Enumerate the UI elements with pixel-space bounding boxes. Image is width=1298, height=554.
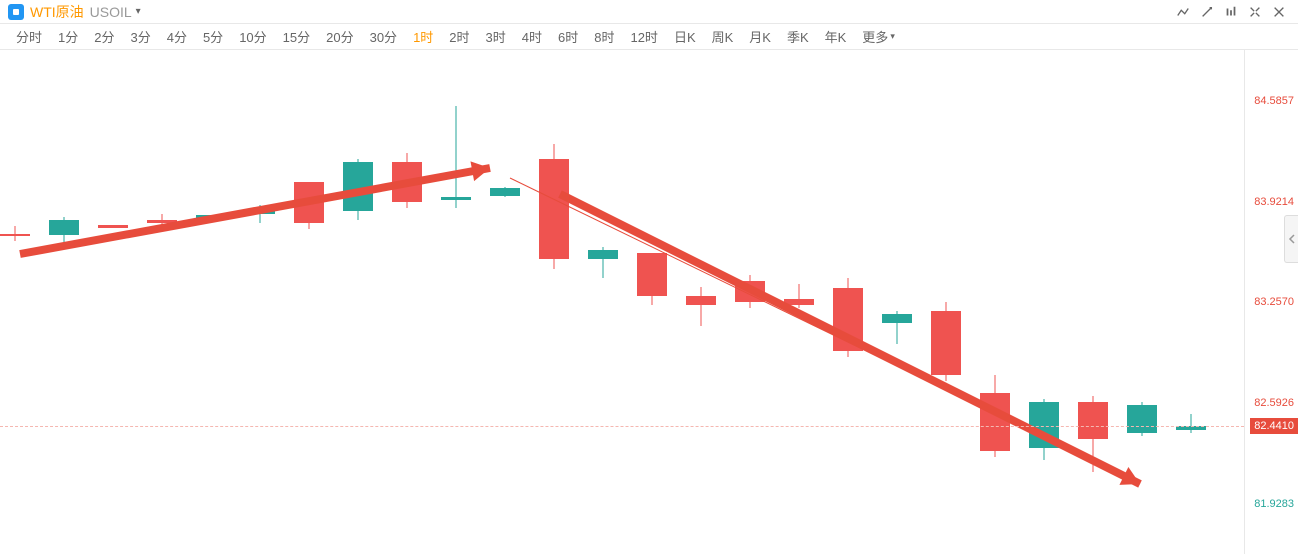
logo-icon [8,4,24,20]
symbol-dropdown-icon[interactable]: ▾ [136,6,141,17]
timeframe-bar: 分时1分2分3分4分5分10分15分20分30分1时2时3时4时6时8时12时日… [0,24,1298,50]
price-axis-label: 82.5926 [1254,397,1294,409]
candle [0,50,30,554]
price-axis-label: 83.9214 [1254,196,1294,208]
timeframe-4分[interactable]: 4分 [159,25,195,48]
candle [343,50,373,554]
chart-area[interactable] [0,50,1244,554]
timeframe-3分[interactable]: 3分 [122,25,158,48]
timeframe-20分[interactable]: 20分 [318,25,361,48]
candle [735,50,765,554]
expand-panel-icon[interactable] [1284,215,1298,263]
symbol-code: USOIL [90,4,132,20]
timeframe-2时[interactable]: 2时 [441,25,477,48]
price-axis-label: 84.5857 [1254,95,1294,107]
candle [49,50,79,554]
chart-header: WTI原油 USOIL ▾ [0,0,1298,24]
timeframe-12时[interactable]: 12时 [622,25,665,48]
candle [1078,50,1108,554]
candle [882,50,912,554]
candle [441,50,471,554]
candle [833,50,863,554]
timeframe-8时[interactable]: 8时 [586,25,622,48]
candle [1176,50,1206,554]
candle [588,50,618,554]
timeframe-月K[interactable]: 月K [741,25,779,48]
candle [539,50,569,554]
indicator-icon[interactable] [1172,2,1194,22]
candle [98,50,128,554]
price-axis[interactable]: 84.5857 83.9214 83.2570 82.5926 81.9283 82.44… [1244,50,1298,554]
current-price-line [0,426,1244,427]
timeframe-季K[interactable]: 季K [779,25,817,48]
candle [686,50,716,554]
candle [294,50,324,554]
timeframe-1时[interactable]: 1时 [405,25,441,48]
settings-icon[interactable] [1244,2,1266,22]
fullscreen-icon[interactable] [1268,2,1290,22]
timeframe-周K[interactable]: 周K [704,25,742,48]
toolbar-right [1172,2,1290,22]
price-axis-label: 83.2570 [1254,296,1294,308]
timeframe-更多[interactable]: 更多▾ [854,25,903,48]
timeframe-3时[interactable]: 3时 [478,25,514,48]
draw-icon[interactable] [1196,2,1218,22]
candle [1127,50,1157,554]
candle [931,50,961,554]
current-price-tag: 82.4410 [1250,418,1298,434]
candle [490,50,520,554]
candle [196,50,226,554]
timeframe-10分[interactable]: 10分 [231,25,274,48]
candle [980,50,1010,554]
price-axis-label: 81.9283 [1254,498,1294,510]
symbol-name[interactable]: WTI原油 [30,2,84,22]
timeframe-年K[interactable]: 年K [817,25,855,48]
timeframe-4时[interactable]: 4时 [514,25,550,48]
timeframe-1分[interactable]: 1分 [50,25,86,48]
compare-icon[interactable] [1220,2,1242,22]
timeframe-6时[interactable]: 6时 [550,25,586,48]
candle [392,50,422,554]
timeframe-5分[interactable]: 5分 [195,25,231,48]
timeframe-日K[interactable]: 日K [666,25,704,48]
candle [147,50,177,554]
candle [245,50,275,554]
candle [1029,50,1059,554]
timeframe-分时[interactable]: 分时 [8,25,50,48]
timeframe-15分[interactable]: 15分 [275,25,318,48]
timeframe-30分[interactable]: 30分 [362,25,405,48]
candle [637,50,667,554]
candle [784,50,814,554]
timeframe-2分[interactable]: 2分 [86,25,122,48]
